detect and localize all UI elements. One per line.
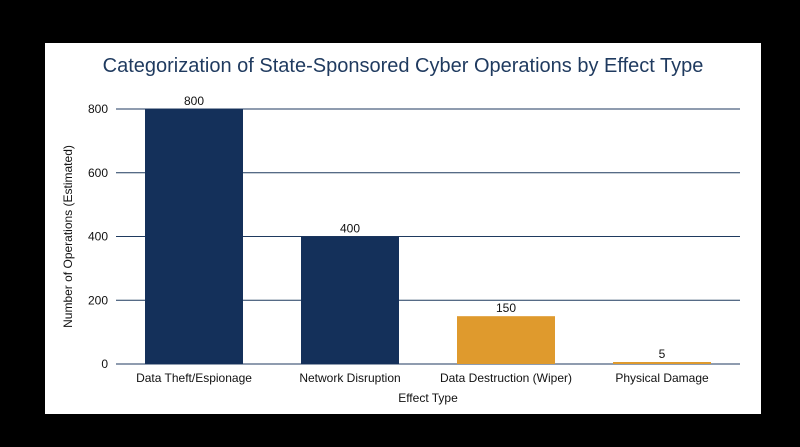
y-tick-label: 200 xyxy=(88,293,108,307)
x-axis-title: Effect Type xyxy=(398,391,458,405)
y-tick-labels: 0 200 400 600 800 xyxy=(88,102,108,371)
data-label: 5 xyxy=(659,347,666,361)
y-tick-label: 600 xyxy=(88,166,108,180)
bar xyxy=(145,109,243,364)
y-tick-label: 0 xyxy=(101,357,108,371)
chart-card: Categorization of State-Sponsored Cyber … xyxy=(45,43,761,414)
bar xyxy=(301,236,399,364)
x-tick-label: Network Disruption xyxy=(299,371,400,385)
bar-chart: 0 200 400 600 800 Data Theft/Espionage Networ… xyxy=(61,94,740,405)
data-label: 150 xyxy=(496,301,516,315)
data-label: 400 xyxy=(340,222,360,236)
data-label: 800 xyxy=(184,94,204,108)
bar xyxy=(613,362,711,364)
bars xyxy=(145,109,711,364)
bar xyxy=(457,316,555,364)
x-tick-labels: Data Theft/Espionage Network Disruption Da… xyxy=(136,371,709,385)
x-tick-label: Physical Damage xyxy=(615,371,709,385)
data-labels: 800 400 150 5 xyxy=(184,94,666,361)
y-axis-title: Number of Operations (Estimated) xyxy=(61,145,75,328)
y-tick-label: 400 xyxy=(88,230,108,244)
y-tick-label: 800 xyxy=(88,102,108,116)
x-tick-label: Data Theft/Espionage xyxy=(136,371,252,385)
x-tick-label: Data Destruction (Wiper) xyxy=(440,371,572,385)
chart-title: Categorization of State-Sponsored Cyber … xyxy=(102,55,704,77)
